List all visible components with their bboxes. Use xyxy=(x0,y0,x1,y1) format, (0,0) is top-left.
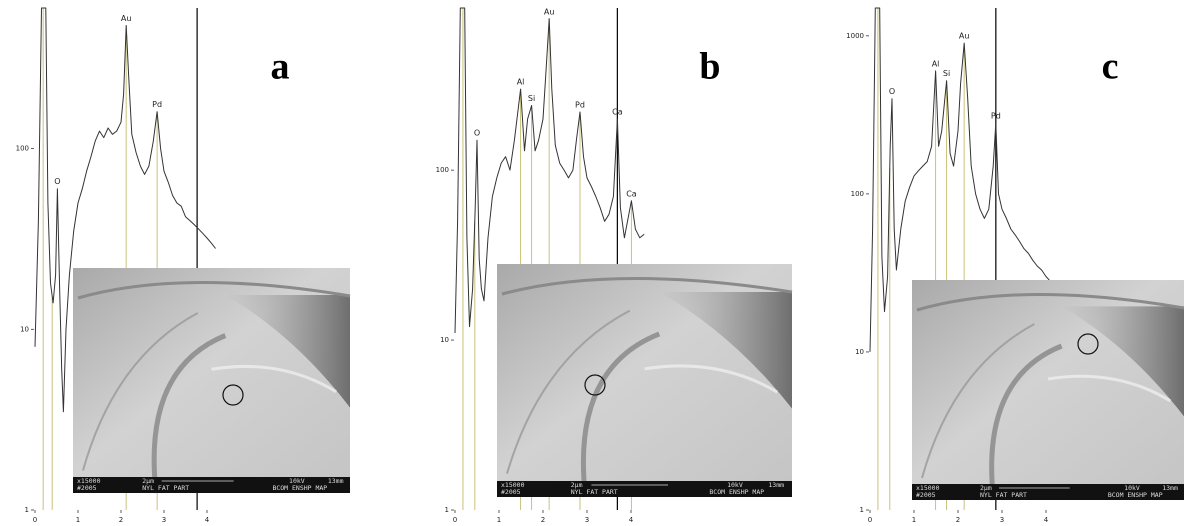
sem-inset: x15000 2µm 10kV 13mm #2005 NYL FAT PART BCOM E… xyxy=(73,268,351,494)
sem-dark-region xyxy=(659,291,792,409)
peak-label: Au xyxy=(544,8,555,17)
sem-dark-region xyxy=(1061,306,1184,417)
panel-letter: b xyxy=(699,46,720,88)
sem-ridge xyxy=(1047,374,1172,403)
sem-info-text: #2005 xyxy=(77,484,97,492)
y-tick-label: 100 xyxy=(851,190,864,198)
y-tick-label: 10 xyxy=(855,348,864,356)
sem-ridge xyxy=(82,312,199,471)
y-tick-label: 100 xyxy=(16,145,29,153)
y-tick-label: 1000 xyxy=(846,32,864,40)
peak-label: O xyxy=(889,87,895,96)
sem-ridge xyxy=(506,309,631,474)
sem-info-text: 2µm xyxy=(571,481,583,489)
y-tick-label: 10 xyxy=(20,325,29,333)
sem-info-text: 2µm xyxy=(980,484,992,492)
peak-label: Au xyxy=(121,14,132,23)
x-tick-label: 0 xyxy=(453,516,457,524)
y-tick-label: 1 xyxy=(860,506,864,514)
x-tick-label: 4 xyxy=(629,516,634,524)
x-tick-label: 4 xyxy=(1044,516,1049,524)
peak-label: Si xyxy=(943,69,950,78)
peak-label: O xyxy=(54,177,60,186)
x-tick-label: 3 xyxy=(1000,516,1004,524)
spectrum-line xyxy=(454,7,645,334)
peak-label: Pd xyxy=(575,100,585,109)
sem-info-text: #2005 xyxy=(916,491,936,499)
sem-ridge xyxy=(644,364,779,394)
sem-ridge xyxy=(211,364,337,394)
peak-label: Al xyxy=(517,78,525,87)
sem-info-bar xyxy=(73,477,350,493)
sem-info-text: x15000 xyxy=(916,484,940,492)
sem-ridge xyxy=(77,280,351,300)
sem-ridge xyxy=(501,277,793,296)
sem-info-text: x15000 xyxy=(77,477,101,485)
sem-info-text: 13mm xyxy=(1162,484,1178,492)
panel-letter: a xyxy=(271,46,290,88)
panel-letter: c xyxy=(1102,46,1119,88)
sem-info-text: #2005 xyxy=(501,488,521,496)
analysis-spot xyxy=(222,384,244,406)
x-tick-label: 1 xyxy=(912,516,916,524)
sem-info-text: BCOM ENSHP MAP xyxy=(1108,491,1163,499)
peak-label: Ca xyxy=(612,107,623,116)
x-tick-label: 0 xyxy=(33,516,37,524)
peak-label: Si xyxy=(528,94,535,103)
peak-label: Pd xyxy=(152,100,162,109)
y-tick-label: 1 xyxy=(25,506,29,514)
sem-info-text: 13mm xyxy=(768,481,784,489)
peak-label: Pd xyxy=(991,112,1001,121)
x-tick-label: 3 xyxy=(162,516,166,524)
analysis-spot xyxy=(584,374,606,396)
sem-ridge xyxy=(580,331,661,498)
x-tick-label: 4 xyxy=(205,516,210,524)
x-tick-label: 1 xyxy=(76,516,80,524)
sem-info-text: NYL FAT PART xyxy=(142,484,189,492)
sem-info-text: 10kV xyxy=(727,481,743,489)
peak-label: Au xyxy=(959,32,970,41)
sem-info-text: 13mm xyxy=(328,477,344,485)
sem-info-text: BCOM ENSHP MAP xyxy=(272,484,327,492)
sem-ridge xyxy=(921,323,1035,479)
sem-info-text: 10kV xyxy=(1124,484,1140,492)
y-tick-label: 100 xyxy=(436,166,449,174)
sem-info-text: BCOM ENSHP MAP xyxy=(709,488,764,496)
sem-info-text: NYL FAT PART xyxy=(571,488,618,496)
x-tick-label: 2 xyxy=(119,516,123,524)
y-tick-label: 1 xyxy=(445,506,449,514)
x-tick-label: 3 xyxy=(585,516,589,524)
sem-info-text: 10kV xyxy=(289,477,305,485)
spectrum-line xyxy=(869,7,1056,352)
x-tick-label: 0 xyxy=(868,516,872,524)
sem-ridge xyxy=(916,292,1184,312)
sem-ridge xyxy=(989,343,1063,501)
x-tick-label: 2 xyxy=(541,516,545,524)
sem-ridge xyxy=(151,333,227,494)
analysis-spot xyxy=(1077,333,1099,355)
spectrum-line xyxy=(34,7,216,413)
peak-label: Ca xyxy=(626,189,637,198)
x-tick-label: 1 xyxy=(497,516,501,524)
sem-info-text: x15000 xyxy=(501,481,525,489)
sem-inset: x15000 2µm 10kV 13mm #2005 NYL FAT PART BCOM E… xyxy=(912,280,1184,501)
sem-info-text: NYL FAT PART xyxy=(980,491,1027,499)
sem-info-bar xyxy=(912,484,1184,500)
peak-label: O xyxy=(474,129,480,138)
sem-dark-region xyxy=(225,295,350,408)
peak-label: Al xyxy=(932,59,940,68)
y-tick-label: 10 xyxy=(440,336,449,344)
sem-info-bar xyxy=(497,481,792,497)
x-tick-label: 2 xyxy=(956,516,960,524)
sem-info-text: 2µm xyxy=(142,477,154,485)
sem-inset: x15000 2µm 10kV 13mm #2005 NYL FAT PART BCOM E… xyxy=(497,264,793,498)
